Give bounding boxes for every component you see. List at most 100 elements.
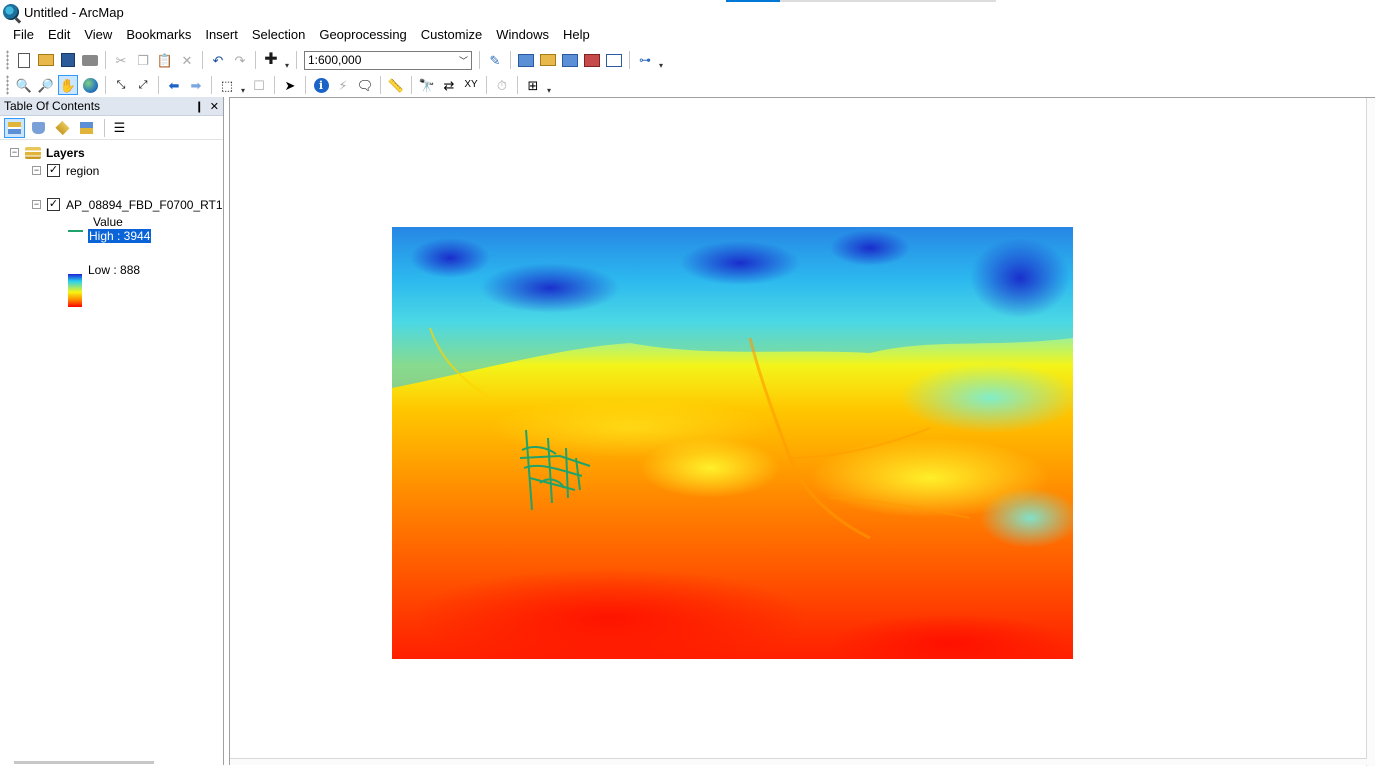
- identify-button[interactable]: i: [311, 75, 331, 95]
- html-popup-button[interactable]: 🗨: [355, 75, 375, 95]
- list-by-drawing-order-button[interactable]: [4, 117, 25, 138]
- delete-button[interactable]: ✕: [177, 50, 197, 70]
- toolbar-grip[interactable]: [6, 75, 9, 95]
- map-vertical-scrollbar[interactable]: [1366, 98, 1375, 766]
- scrollbar-thumb[interactable]: [14, 761, 154, 764]
- menu-bar: File Edit View Bookmarks Insert Selectio…: [0, 24, 597, 46]
- close-icon[interactable]: ✕: [209, 100, 219, 113]
- source-icon: [32, 121, 45, 134]
- zoom-in-button[interactable]: 🔍: [14, 75, 34, 95]
- search-window-button[interactable]: [560, 50, 580, 70]
- catalog-button[interactable]: [538, 50, 558, 70]
- copy-button[interactable]: ❐: [133, 50, 153, 70]
- menu-view[interactable]: View: [84, 27, 113, 42]
- layer-row-raster[interactable]: − ✓ AP_08894_FBD_F0700_RT1: [32, 196, 223, 213]
- list-by-visibility-button[interactable]: [52, 118, 73, 138]
- open-button[interactable]: [36, 50, 56, 70]
- drawing-order-icon: [8, 121, 21, 134]
- toc-title: Table Of Contents: [4, 99, 101, 113]
- map-scale-combobox[interactable]: 1:600,000 ﹀: [304, 50, 472, 70]
- menu-edit[interactable]: Edit: [47, 27, 71, 42]
- find-button[interactable]: 🔭: [417, 75, 437, 95]
- legend-low-row[interactable]: Low : 888: [88, 261, 140, 278]
- select-elements-button[interactable]: ➤: [280, 75, 300, 95]
- chevron-down-icon[interactable]: ﹀: [458, 55, 468, 66]
- title-tab-strip: [726, 0, 996, 2]
- measure-button[interactable]: 📏: [386, 75, 406, 95]
- menu-file[interactable]: File: [13, 27, 34, 42]
- toolbar-grip[interactable]: [6, 50, 9, 70]
- list-by-selection-button[interactable]: [76, 118, 97, 138]
- full-extent-button[interactable]: [80, 75, 100, 95]
- toolbar-overflow-icon[interactable]: ▾: [658, 61, 663, 70]
- collapse-icon[interactable]: −: [10, 147, 19, 157]
- region-line-symbol[interactable]: [68, 230, 83, 232]
- zoom-out-button[interactable]: 🔎: [36, 75, 56, 95]
- select-elements-icon: ➤: [284, 77, 296, 93]
- toolbar-overflow-icon[interactable]: ▾: [546, 86, 551, 95]
- collapse-icon[interactable]: −: [32, 165, 41, 175]
- elevation-raster[interactable]: [392, 227, 1080, 673]
- model-builder-button[interactable]: ⊶: [635, 50, 655, 70]
- hyperlink-button[interactable]: ⚡: [333, 75, 353, 95]
- editor-toolbar-button[interactable]: ✎: [485, 50, 505, 70]
- add-data-dropdown-icon[interactable]: ▾: [284, 61, 289, 70]
- go-to-xy-icon: XY: [464, 79, 478, 90]
- full-extent-icon: [82, 77, 98, 93]
- menu-windows[interactable]: Windows: [496, 27, 549, 42]
- go-back-extent-button[interactable]: ⬅: [164, 75, 184, 95]
- menu-selection[interactable]: Selection: [251, 27, 306, 42]
- time-slider-button[interactable]: ⏱: [492, 75, 512, 95]
- layers-group-row[interactable]: − Layers: [10, 144, 85, 161]
- pin-icon[interactable]: ❙: [194, 100, 204, 113]
- zoom-out-icon: 🔎: [37, 77, 55, 93]
- table-of-contents-button[interactable]: [516, 50, 536, 70]
- pan-button[interactable]: ✋: [58, 75, 78, 95]
- toc-options-button[interactable]: ☰: [109, 118, 130, 138]
- find-route-button[interactable]: ⇄: [439, 75, 459, 95]
- menu-help[interactable]: Help: [562, 27, 590, 42]
- toc-horizontal-scrollbar[interactable]: [0, 760, 224, 765]
- undo-button[interactable]: ↶: [208, 50, 228, 70]
- fixed-zoom-in-button[interactable]: ⤡: [111, 75, 131, 95]
- legend-high-row[interactable]: High : 3944: [88, 227, 152, 244]
- map-canvas[interactable]: [230, 98, 1367, 758]
- paste-button[interactable]: 📋: [155, 50, 175, 70]
- options-icon: ☰: [113, 119, 126, 135]
- select-features-dropdown-icon[interactable]: ▾: [240, 86, 245, 95]
- layer-visibility-checkbox[interactable]: ✓: [47, 164, 60, 177]
- collapse-icon[interactable]: −: [32, 199, 41, 209]
- region-feature[interactable]: [519, 429, 591, 511]
- menu-customize[interactable]: Customize: [420, 27, 483, 42]
- redo-icon: ↷: [234, 52, 246, 68]
- add-data-button[interactable]: ✚: [261, 50, 281, 70]
- data-frame[interactable]: [230, 98, 1367, 758]
- layer-visibility-checkbox[interactable]: ✓: [47, 198, 60, 211]
- identify-icon: i: [313, 77, 329, 93]
- arctoolbox-button[interactable]: [582, 50, 602, 70]
- visibility-icon: [55, 120, 70, 135]
- toolbar-separator: [104, 118, 105, 137]
- arctoolbox-icon: [584, 53, 600, 67]
- menu-geoprocessing[interactable]: Geoprocessing: [319, 27, 407, 42]
- go-forward-extent-button[interactable]: ➡: [186, 75, 206, 95]
- search-icon: [562, 53, 578, 67]
- layer-row-region[interactable]: − ✓ region: [32, 162, 99, 179]
- color-ramp-swatch[interactable]: [68, 274, 82, 307]
- cut-button[interactable]: ✂: [111, 50, 131, 70]
- menu-bookmarks[interactable]: Bookmarks: [126, 27, 192, 42]
- go-to-xy-button[interactable]: XY: [461, 75, 481, 95]
- print-button[interactable]: [80, 50, 100, 70]
- arcmap-app-icon: [3, 4, 19, 20]
- map-view[interactable]: [229, 97, 1375, 766]
- select-features-button[interactable]: ⬚: [217, 75, 237, 95]
- fixed-zoom-out-button[interactable]: ⤢: [133, 75, 153, 95]
- clear-selection-button[interactable]: ☐: [249, 75, 269, 95]
- new-document-button[interactable]: [14, 50, 34, 70]
- python-window-button[interactable]: [604, 50, 624, 70]
- list-by-source-button[interactable]: [28, 118, 49, 138]
- viewer-window-button[interactable]: ⊞: [523, 75, 543, 95]
- menu-insert[interactable]: Insert: [205, 27, 238, 42]
- redo-button[interactable]: ↷: [230, 50, 250, 70]
- save-button[interactable]: [58, 50, 78, 70]
